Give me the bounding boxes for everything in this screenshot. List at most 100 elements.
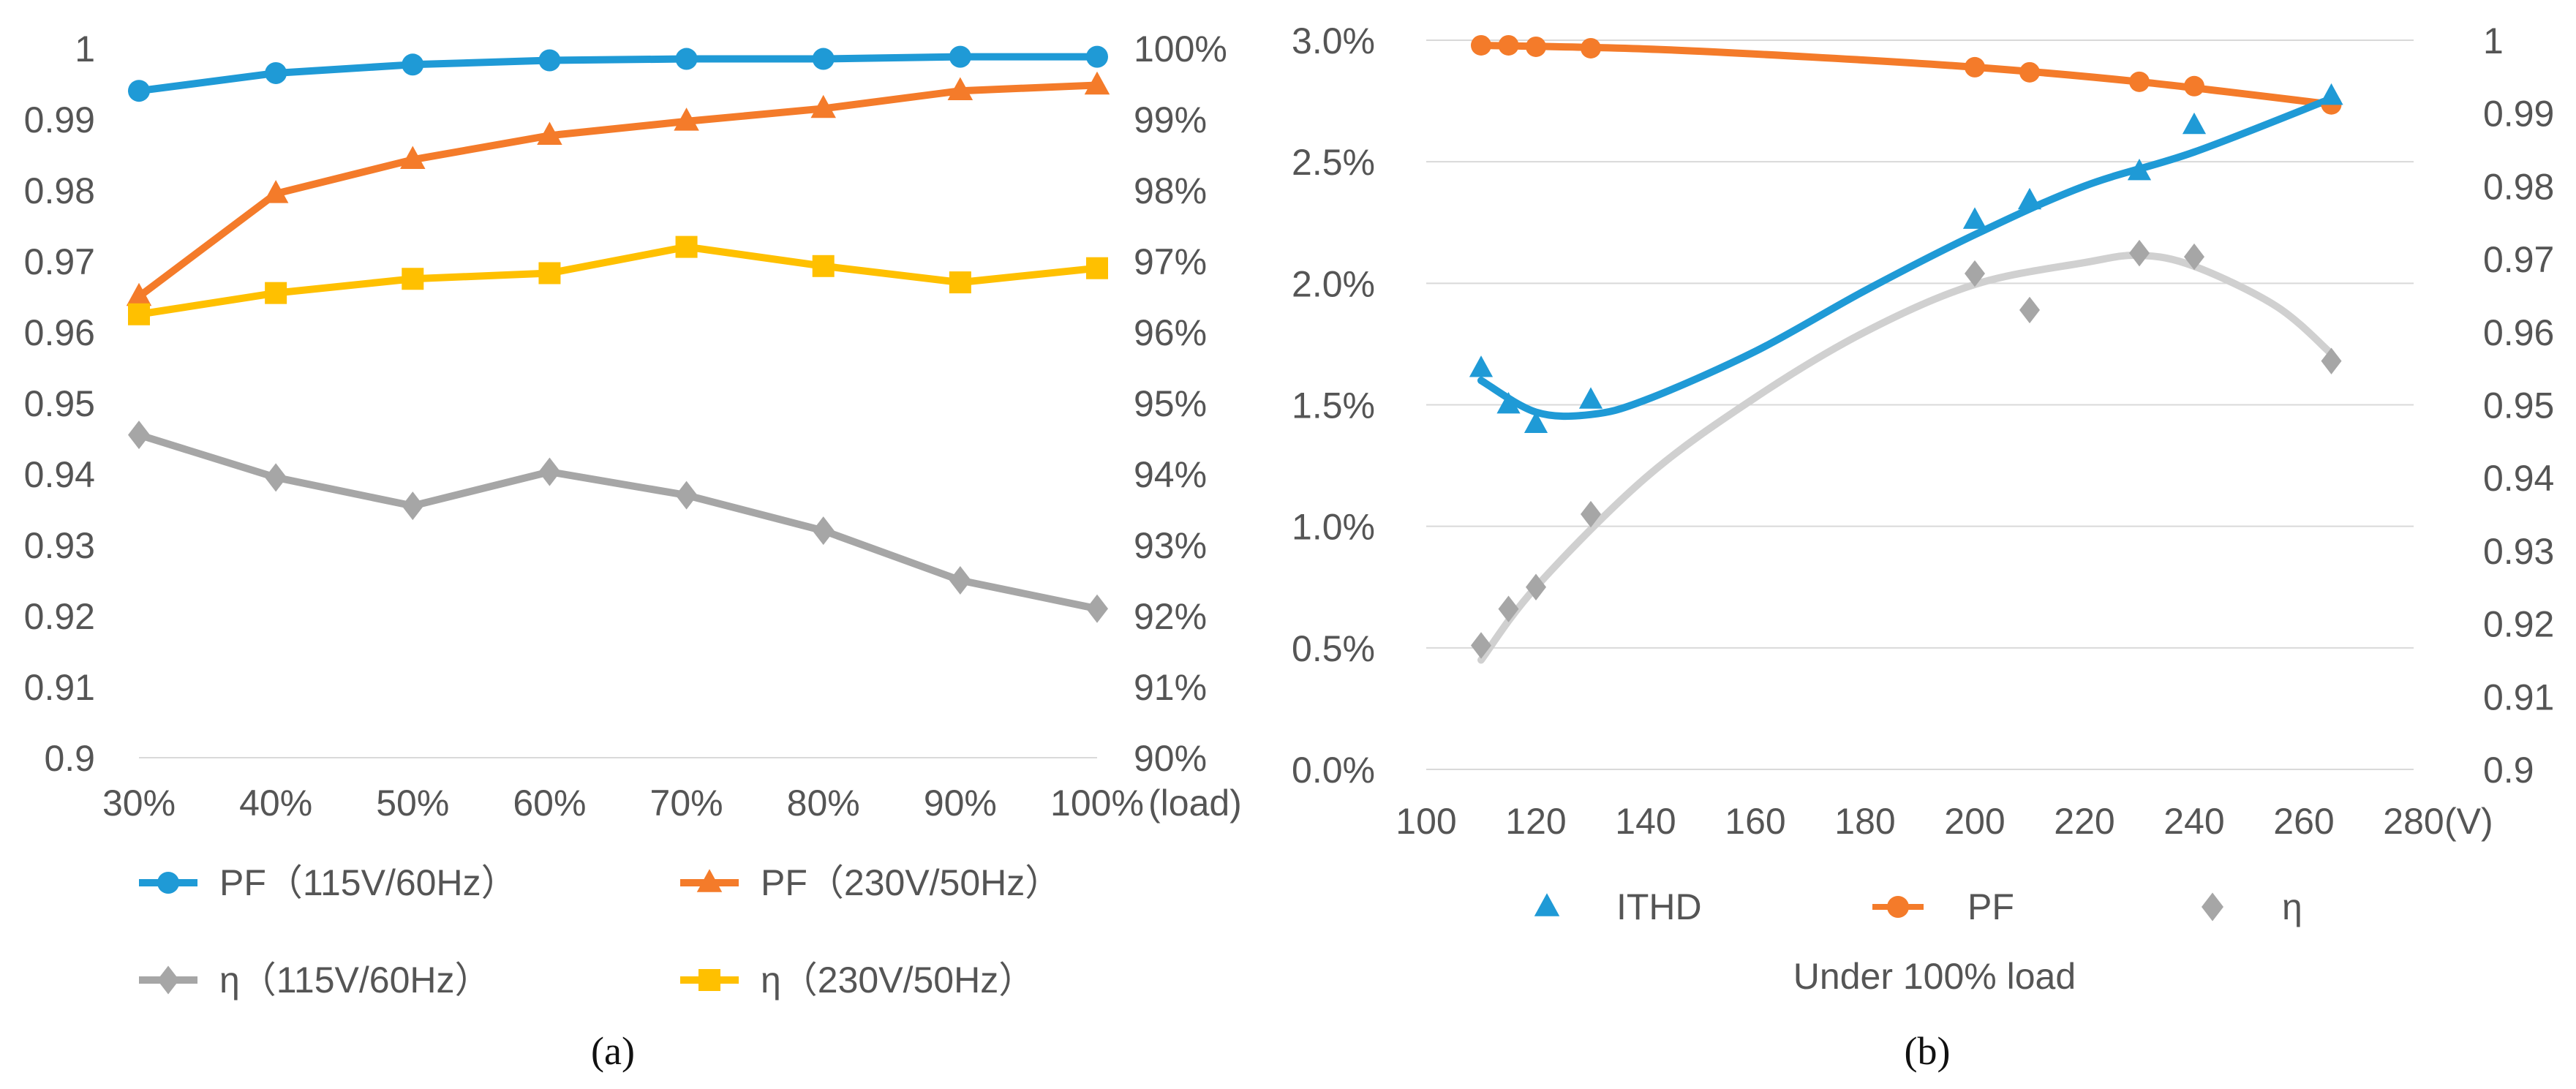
b-series-1-point <box>1581 37 1601 59</box>
a-left-y-tick-label: 0.98 <box>24 170 95 211</box>
a-legend-marker-2 <box>157 965 179 995</box>
a-series-1-point <box>1084 71 1110 95</box>
a-legend-label-1: PF（230V/50Hz） <box>761 862 1061 903</box>
b-series-0-point <box>1496 392 1521 414</box>
b-series-1-point <box>1526 36 1546 57</box>
a-left-y-tick-label: 0.93 <box>24 525 95 566</box>
b-right-y-tick-label: 0.93 <box>2483 531 2554 572</box>
a-right-y-tick-label: 98% <box>1134 170 1207 211</box>
a-legend-label-3: η（230V/50Hz） <box>761 960 1035 1001</box>
panel-a-chart: 0.9 0.91 0.92 0.93 0.94 0.95 0.96 0.97 0.98 0.99 1… <box>24 29 1242 1073</box>
a-series-2-point <box>675 481 698 510</box>
a-x-tick-label: 100% <box>1050 783 1144 824</box>
a-left-y-tick-label: 0.97 <box>24 241 95 282</box>
b-x-tick-label: 200 <box>1944 801 2005 842</box>
a-series-3-point <box>128 303 150 325</box>
a-right-y-tick-label: 93% <box>1134 525 1207 566</box>
b-trendline-2 <box>1477 252 2335 664</box>
b-right-y-tick-label: 0.94 <box>2483 458 2554 499</box>
b-series-2-point <box>2019 296 2040 324</box>
b-caption: (b) <box>1905 1029 1951 1073</box>
b-right-y-tick-label: 0.9 <box>2483 750 2534 791</box>
b-left-y-tick-label: 0.0% <box>1292 750 1375 791</box>
a-series-1-point <box>947 77 973 100</box>
b-right-y-tick-label: 0.92 <box>2483 604 2554 645</box>
b-series-0-point <box>1578 387 1603 409</box>
b-legend-label-0: ITHD <box>1616 886 1702 927</box>
a-series-line-2 <box>135 431 1101 613</box>
b-left-y-tick-label: 1.5% <box>1292 385 1375 426</box>
b-x-tick-label: 160 <box>1725 801 1785 842</box>
a-series-0-point <box>812 48 835 70</box>
b-series-2-point <box>1581 500 1601 528</box>
b-trendline-1 <box>1477 41 2335 108</box>
a-series-0-point <box>1086 45 1108 68</box>
a-left-y-tick-label: 0.99 <box>24 99 95 140</box>
a-legend-marker-0 <box>157 872 179 894</box>
panel-b-chart: 0.0% 0.5% 1.0% 1.5% 2.0% 2.5% 3.0% 0.9 0.91 0.92 0… <box>1292 20 2554 1073</box>
b-x-axis-title: Under 100% load <box>1793 956 2076 997</box>
a-right-y-tick-label: 92% <box>1134 596 1207 637</box>
b-series-1-point <box>2184 75 2204 97</box>
a-left-y-tick-label: 1 <box>75 29 95 69</box>
b-right-y-tick-label: 0.99 <box>2483 94 2554 135</box>
b-series-2-point <box>1498 595 1519 622</box>
b-series-2-point <box>2129 239 2150 267</box>
a-right-y-tick-label: 94% <box>1134 454 1207 495</box>
a-series-3-point <box>949 271 971 294</box>
b-series-2-point <box>1526 573 1546 600</box>
a-series-2-point <box>402 491 424 521</box>
a-series-3-point <box>1086 257 1108 279</box>
a-right-y-tick-label: 90% <box>1134 738 1207 779</box>
a-x-tick-label: 50% <box>376 783 449 824</box>
b-series-2-point <box>2321 347 2342 374</box>
b-x-tick-label: 240 <box>2163 801 2224 842</box>
a-series-1-point <box>537 121 562 146</box>
a-legend-label-2: η（115V/60Hz） <box>219 960 491 1001</box>
b-right-y-tick-label: 0.95 <box>2483 385 2554 426</box>
b-x-tick-label: 100 <box>1396 801 1456 842</box>
a-series-1-point <box>263 180 289 203</box>
a-x-tick-label: 30% <box>102 783 176 824</box>
b-right-y-tick-label: 0.91 <box>2483 677 2554 717</box>
b-legend-label-2: η <box>2282 886 2302 927</box>
b-series-0-point <box>2319 83 2343 105</box>
b-x-tick-label: 220 <box>2054 801 2114 842</box>
b-right-y-tick-label: 1 <box>2483 20 2504 61</box>
b-series-1-point <box>1498 34 1519 56</box>
a-series-3-point <box>675 235 698 258</box>
b-legend-marker-2 <box>2202 892 2223 922</box>
a-series-2-point <box>1086 594 1108 623</box>
a-caption: (a) <box>591 1029 635 1073</box>
a-series-0-point <box>538 49 561 72</box>
b-left-y-tick-label: 2.5% <box>1292 142 1375 183</box>
a-left-y-tick-label: 0.96 <box>24 312 95 353</box>
b-right-y-tick-label: 0.98 <box>2483 166 2554 207</box>
a-x-unit-label: (load) <box>1148 783 1242 824</box>
a-series-line-0 <box>135 53 1101 95</box>
a-series-1-point <box>810 94 836 118</box>
a-series-1-point <box>126 282 152 306</box>
b-left-y-tick-label: 3.0% <box>1292 20 1375 61</box>
b-x-tick-label: 120 <box>1505 801 1566 842</box>
b-series-2-point <box>1965 260 1985 287</box>
a-right-y-tick-label: 99% <box>1134 99 1207 140</box>
a-series-3-point <box>265 282 287 304</box>
a-right-y-tick-label: 96% <box>1134 312 1207 353</box>
a-left-y-tick-label: 0.91 <box>24 667 95 708</box>
a-legend-marker-1 <box>696 869 723 892</box>
a-left-y-tick-label: 0.94 <box>24 454 95 495</box>
b-series-0-point <box>1962 207 1987 229</box>
a-series-3-point <box>402 268 424 290</box>
a-left-y-tick-label: 0.95 <box>24 383 95 424</box>
a-series-line-1 <box>135 81 1101 301</box>
a-series-2-point <box>265 463 287 492</box>
b-series-1-point <box>1965 56 1985 78</box>
b-legend-marker-0 <box>1534 893 1560 916</box>
a-left-y-tick-label: 0.92 <box>24 596 95 637</box>
a-right-y-tick-label: 95% <box>1134 383 1207 424</box>
a-right-y-tick-label: 100% <box>1134 29 1227 69</box>
a-series-1-point <box>674 108 699 131</box>
b-x-tick-label: 260 <box>2273 801 2334 842</box>
a-series-2-point <box>812 516 835 546</box>
